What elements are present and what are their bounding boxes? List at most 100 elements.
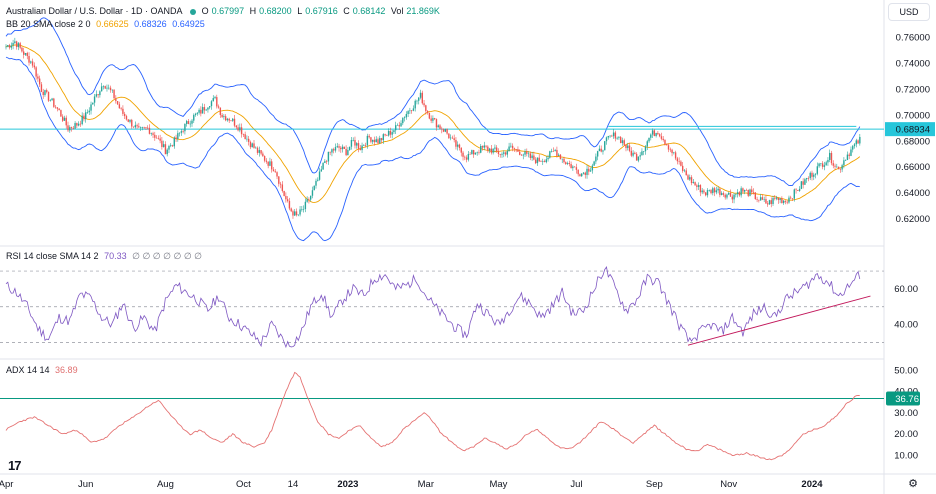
candle-body — [200, 109, 202, 114]
candle-body — [239, 127, 241, 131]
candle-body — [807, 178, 810, 179]
candle-body — [848, 154, 850, 156]
candle-body — [364, 145, 367, 146]
candle-body — [217, 106, 220, 108]
settings-gear-icon[interactable]: ⚙ — [908, 478, 918, 490]
candle-body — [774, 198, 776, 199]
candle-body — [781, 198, 783, 204]
candle-body — [63, 117, 66, 121]
candle-body — [26, 52, 28, 57]
candle-body — [582, 172, 585, 174]
candle-body — [336, 146, 338, 148]
candle-body — [338, 146, 340, 148]
candle-body — [444, 129, 447, 132]
candle-body — [35, 67, 37, 77]
candle-body — [131, 119, 133, 127]
candle-body — [690, 177, 693, 184]
candle-body — [185, 121, 188, 124]
candle-body — [497, 151, 500, 154]
candle-body — [829, 152, 831, 160]
candle-body — [556, 150, 558, 156]
candle-body — [347, 150, 349, 156]
symbol-header: Australian Dollar / U.S. Dollar · 1D · O… — [6, 6, 443, 16]
candle-body — [834, 165, 836, 167]
candle-body — [726, 194, 728, 198]
candle-body — [348, 146, 351, 151]
bb-upper-value: 0.68326 — [134, 19, 167, 29]
price-tick-label: 0.72000 — [896, 84, 930, 95]
candle-body — [680, 161, 682, 166]
candle-body — [800, 181, 803, 189]
candle-body — [499, 153, 501, 155]
price-level-label: 0.68934 — [896, 125, 930, 136]
candle-body — [340, 147, 342, 150]
currency-button[interactable]: USD — [888, 3, 930, 21]
candle-body — [306, 199, 308, 202]
candle-body — [694, 182, 696, 186]
candle-body — [646, 141, 648, 147]
candle-body — [294, 211, 296, 216]
rsi-tick-label: 40.00 — [894, 320, 918, 331]
candle-body — [506, 151, 509, 155]
candle-body — [508, 146, 510, 152]
candle-body — [373, 139, 376, 143]
candle-body — [120, 108, 122, 109]
candle-body — [196, 112, 199, 114]
candle-body — [403, 117, 406, 119]
time-axis-label: May — [489, 479, 507, 490]
candle-body — [699, 185, 702, 193]
candle-body — [857, 140, 859, 144]
price-tick-label: 0.62000 — [896, 214, 930, 225]
rsi-legend[interactable]: RSI 14 close SMA 14 2 70.33 ∅ ∅ ∅ ∅ ∅ ∅ … — [6, 251, 205, 262]
candle-body — [40, 84, 43, 92]
candle-body — [455, 140, 457, 147]
candle-body — [472, 150, 475, 155]
adx-legend[interactable]: ADX 14 14 36.89 — [6, 365, 81, 375]
candle-body — [621, 140, 624, 144]
candle-body — [150, 133, 152, 134]
candle-body — [758, 199, 760, 201]
candle-body — [118, 104, 121, 109]
bb-basis-value: 0.66625 — [96, 19, 129, 29]
candle-body — [311, 190, 314, 196]
bb-legend[interactable]: BB 20 SMA close 2 0 0.66625 0.68326 0.64… — [6, 19, 208, 29]
adx-value: 36.89 — [55, 365, 78, 375]
candle-body — [471, 150, 473, 155]
candle-body — [605, 137, 608, 142]
candle-body — [542, 161, 544, 162]
candle-body — [577, 169, 579, 175]
candle-body — [116, 101, 119, 105]
candle-body — [733, 194, 735, 200]
candle-body — [246, 138, 248, 140]
candle-body — [269, 161, 271, 166]
candle-body — [164, 144, 167, 155]
candle-body — [423, 103, 425, 106]
candle-body — [115, 98, 117, 102]
candle-body — [242, 134, 245, 135]
candle-body — [604, 141, 606, 151]
candle-body — [731, 196, 733, 200]
candle-body — [286, 199, 289, 201]
candle-body — [28, 56, 30, 63]
candle-body — [198, 109, 200, 113]
candle-body — [263, 155, 266, 161]
candle-body — [85, 112, 87, 120]
candle-body — [595, 156, 597, 162]
candle-body — [322, 163, 324, 170]
candle-body — [155, 137, 158, 139]
candle-body — [145, 127, 147, 129]
candle-body — [841, 165, 843, 170]
candle-body — [538, 157, 540, 162]
candle-body — [643, 151, 645, 152]
price-tick-label: 0.64000 — [896, 188, 930, 199]
bb-label: BB 20 SMA close 2 0 — [6, 19, 91, 29]
candle-body — [844, 159, 847, 161]
candle-body — [191, 120, 193, 124]
time-axis-label: Aug — [157, 479, 174, 490]
rsi-label: RSI 14 close SMA 14 2 — [6, 251, 99, 261]
candle-body — [701, 190, 703, 193]
candle-body — [279, 183, 282, 185]
candle-body — [634, 152, 636, 154]
candle-body — [193, 115, 195, 121]
